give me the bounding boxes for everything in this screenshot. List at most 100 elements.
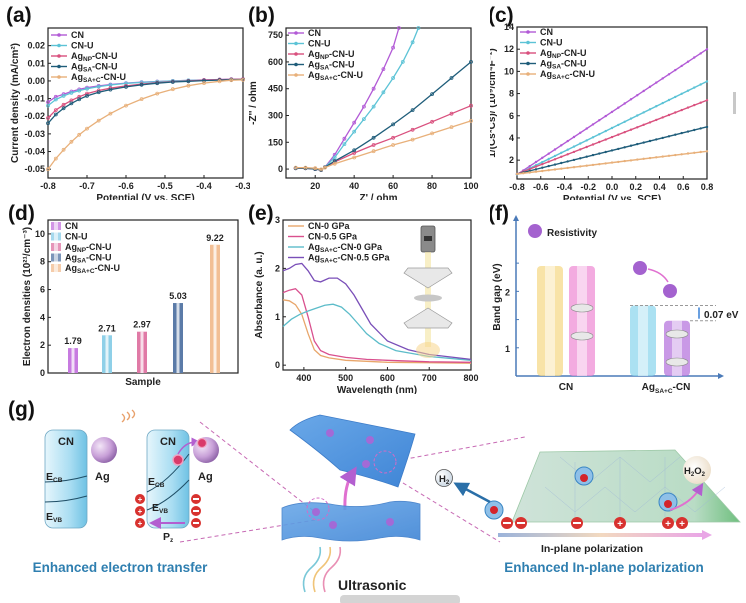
data-point-cn-u: [553, 154, 557, 158]
x-tick-label: 800: [463, 373, 478, 383]
series-line-cn-0-5-gpa: [282, 287, 472, 363]
data-point-agnp-cn-u: [604, 138, 607, 141]
x-tick-label: 40: [349, 181, 359, 191]
legend-marker: [57, 64, 61, 69]
data-point-cn: [655, 81, 658, 84]
data-point-agsa-c-cn-u: [410, 137, 415, 142]
data-point-cn-u: [332, 155, 337, 160]
data-point-cn-u: [699, 83, 702, 86]
bar-highlight-cn: [71, 348, 75, 373]
data-point-cn-u: [541, 160, 544, 164]
x-axis-label: Potential (V vs. SCE): [563, 194, 661, 200]
legend-marker: [294, 41, 298, 46]
data-point-agsa-cn-u: [591, 153, 595, 157]
data-point-agsa-c-cn-u: [515, 172, 519, 176]
polarization-arrow: [498, 533, 703, 537]
legend-resistivity: Resistivity: [547, 228, 597, 239]
data-point-agsa-cn-u: [623, 146, 626, 149]
data-point-agsa-cn-u: [680, 131, 683, 135]
data-point-agsa-c-cn-u: [139, 97, 144, 101]
data-point-agsa-c-cn-u: [371, 149, 376, 154]
legend-label-cn: CN: [540, 27, 553, 37]
electron-transfer-arrow: [177, 437, 201, 455]
data-point-agnp-cn-u: [705, 99, 709, 102]
data-point-agsa-c-cn-u: [352, 155, 357, 160]
data-point-cn-u: [96, 84, 101, 89]
legend-swatch-highlight: [54, 232, 58, 241]
legend-marker: [57, 43, 61, 48]
resistivity-sphere-before: [633, 261, 647, 275]
data-point-cn-u: [53, 97, 58, 102]
legend-label-cn-u: CN-U: [308, 39, 331, 49]
data-point-cn-u: [547, 157, 550, 161]
y-tick-label: 750: [268, 30, 283, 40]
svg-text:+: +: [679, 519, 685, 530]
y-tick-label: 0.00: [27, 76, 45, 86]
data-point-cn-u: [693, 86, 696, 89]
data-point-agsa-c-cn-u: [585, 164, 588, 167]
data-point-agsa-c-cn-u: [623, 159, 626, 163]
legend-label-agsa-c-cn-0-5-gpa: AgSA+C-CN-0.5 GPa: [308, 253, 391, 265]
data-point-agsa-c-cn-u: [303, 165, 308, 170]
bar-highlight-agnp-cn-u: [140, 331, 144, 373]
y-tick-label: 8: [509, 89, 514, 99]
y-axis-label: Band gap (eV): [492, 263, 503, 330]
data-point-agsa-c-cn-u: [674, 153, 677, 157]
data-point-agsa-cn-u: [124, 85, 128, 89]
panel-g-schematic: (g) CN ECB EVB Ag CN ECB EVB Ag + + +: [8, 398, 741, 603]
panel-c: (c) -0.8 -0.6 -0.4 -0.2 0.0 0.2 0.4 0.6 0.8 2 4 6 8 1…: [490, 4, 736, 200]
data-point-agsa-c-cn-u: [667, 154, 671, 157]
x-axis-label: Z' / ohm: [360, 193, 398, 200]
legend-swatch-highlight: [54, 253, 58, 262]
legend-label-agnp-cn-u: AgNP-CN-U: [65, 242, 112, 254]
data-point-agsa-cn-u: [617, 147, 620, 151]
data-point-agnp-cn-u: [572, 150, 576, 154]
data-point-cn-u: [680, 92, 683, 96]
data-point-cn: [528, 165, 531, 168]
data-point-agsa-cn-u: [371, 135, 376, 140]
data-point-cn-u: [352, 129, 357, 134]
x-tick-label: -0.2: [580, 182, 596, 192]
plot-frame: [285, 27, 472, 179]
panel-d: (d) 0 2 4 6 8 10 Sample Electron densities (10²…: [8, 202, 239, 388]
y-tick-label: 300: [268, 111, 283, 121]
data-point-agsa-cn-u: [96, 90, 101, 95]
data-point-cn: [46, 100, 50, 104]
panel-label-c: (c): [490, 4, 514, 27]
data-point-cn-u: [124, 81, 128, 86]
data-point-agsa-c-cn-u: [323, 165, 327, 170]
data-point-cn: [648, 85, 652, 89]
data-point-agnp-cn-u: [410, 127, 415, 132]
panel-label-d: (d): [8, 202, 35, 225]
x-tick-label: -0.5: [157, 181, 173, 191]
legend-label-agnp-cn-u: AgNP-CN-U: [308, 49, 355, 61]
data-point-agsa-c-cn-u: [391, 143, 396, 147]
panel-label-b: (b): [248, 4, 275, 27]
x-tick-label: 20: [310, 181, 320, 191]
legend-label-cn-0-gpa: CN-0 GPa: [308, 221, 351, 231]
data-point-agsa-c-cn-u: [69, 139, 74, 144]
legend-label-cn-u: CN-U: [71, 41, 94, 51]
panel-label-g: (g): [8, 398, 35, 421]
data-point-agsa-c-cn-u: [541, 169, 544, 173]
data-point-agsa-cn-u: [648, 139, 652, 143]
data-point-agsa-c-cn-u: [610, 161, 614, 164]
data-point-agsa-c-cn-u: [77, 132, 82, 137]
data-point-agsa-c-cn-u: [46, 167, 50, 172]
data-point-agnp-cn-u: [610, 135, 614, 139]
data-point-cn-u: [617, 123, 620, 127]
data-point-cn-u: [560, 151, 563, 154]
legend-marker: [526, 40, 530, 45]
svg-text:+: +: [665, 519, 671, 530]
data-point-agsa-c-cn-u: [699, 150, 702, 154]
data-point-agsa-cn-u: [547, 164, 550, 168]
data-point-agsa-cn-u: [534, 168, 538, 171]
legend-label-cn-0-5-gpa: CN-0.5 GPa: [308, 232, 358, 242]
legend-label-agsa-c-cn-u: AgSA+C-CN-U: [65, 263, 120, 275]
x-tick-label: -0.6: [533, 182, 549, 192]
data-point-cn-u: [410, 40, 415, 45]
data-point-agnp-cn-u: [642, 123, 645, 127]
data-point-agsa-c-cn-u: [53, 156, 58, 161]
y-tick-label: 4: [40, 312, 45, 322]
legend-label-agnp-cn-u: AgNP-CN-U: [71, 51, 118, 63]
